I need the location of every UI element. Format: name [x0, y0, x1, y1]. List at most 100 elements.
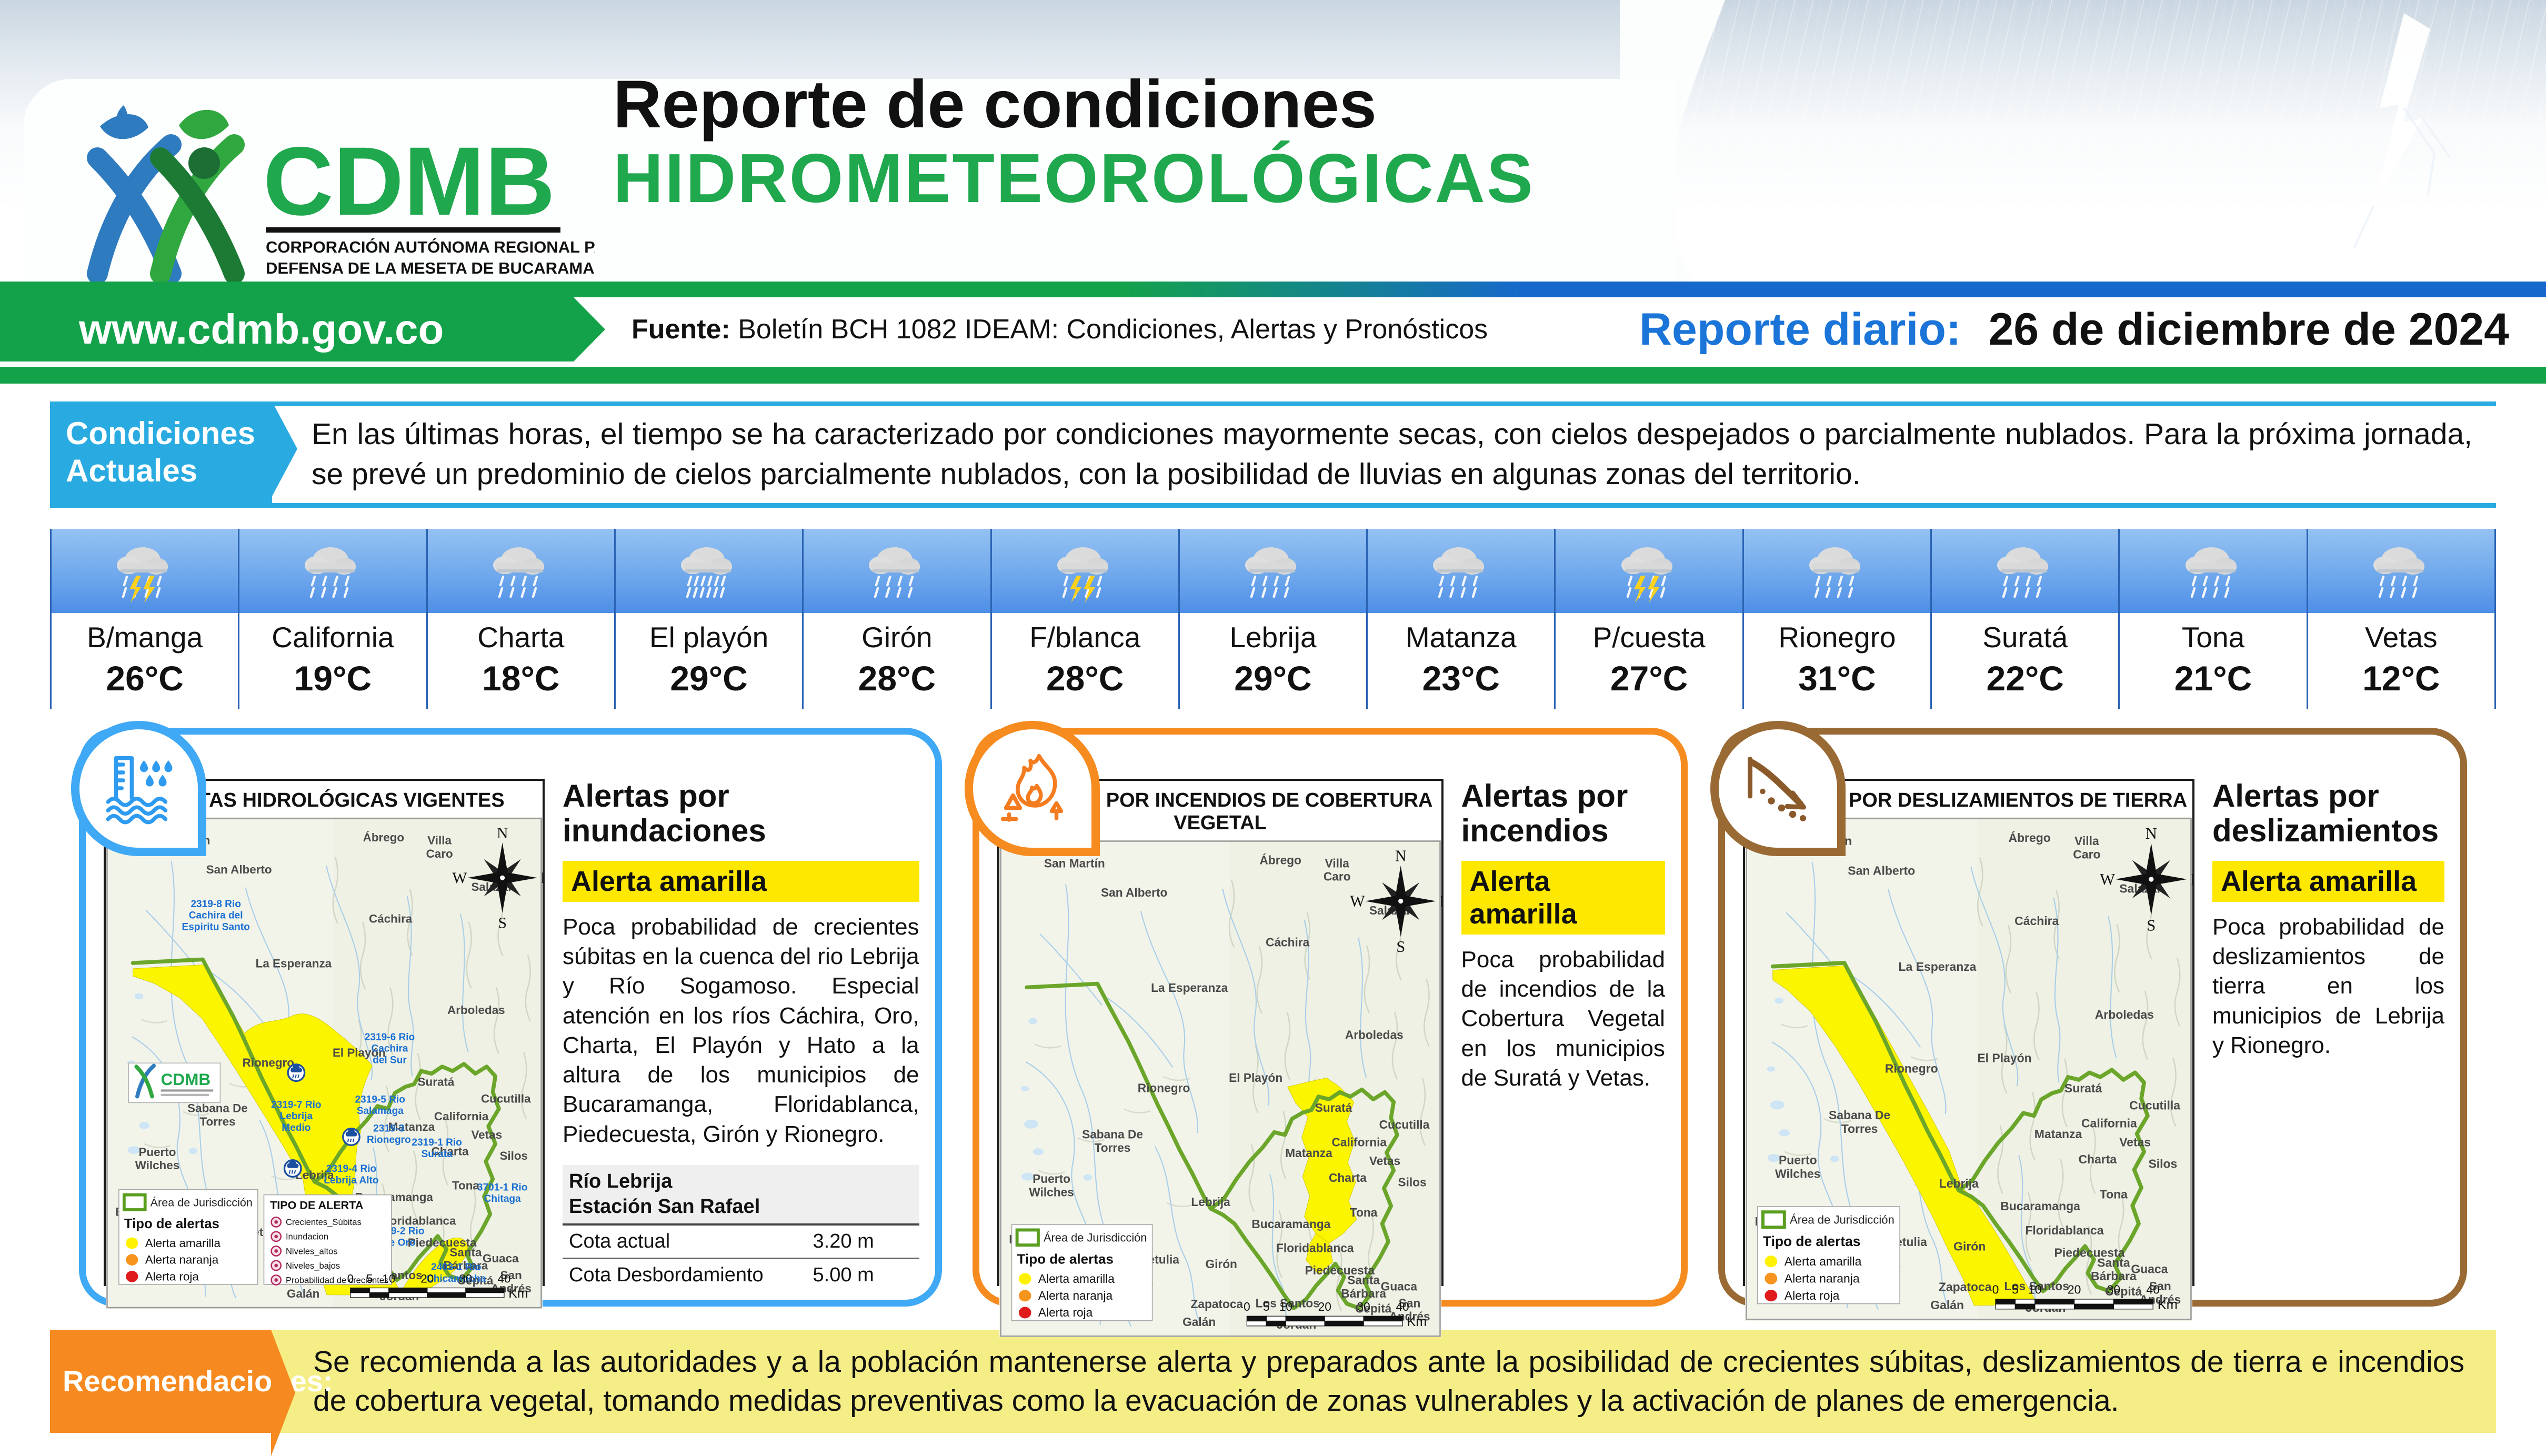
- svg-text:Cepitá: Cepitá: [1355, 1301, 1392, 1315]
- city-name: B/manga: [87, 620, 203, 654]
- city-name: El playón: [649, 620, 769, 654]
- svg-text:Cáchira: Cáchira: [2014, 914, 2059, 928]
- svg-text:Bucaramanga: Bucaramanga: [1251, 1217, 1330, 1231]
- weather-info: Charta 18°C: [427, 612, 614, 709]
- flood-map-card: ALERTAS HIDROLÓGICAS VIGENTES San Martín…: [104, 778, 550, 1309]
- flood-panel-title: Alertas por inundaciones: [563, 778, 766, 848]
- svg-text:California: California: [2081, 1116, 2137, 1130]
- svg-text:Rionegro: Rionegro: [243, 1056, 294, 1069]
- svg-text:20: 20: [2068, 1282, 2081, 1296]
- weather-sky: [2120, 528, 2307, 613]
- weather-info: Tona 21°C: [2120, 612, 2307, 709]
- weather-sky: [1743, 528, 1931, 613]
- svg-text:Tipo de alertas: Tipo de alertas: [124, 1217, 219, 1231]
- weather-sky: [615, 528, 803, 613]
- svg-text:N: N: [497, 825, 508, 842]
- header: CDMB CORPORACIÓN AUTÓNOMA REGIONAL PARA …: [0, 0, 2546, 282]
- svg-text:Guaca: Guaca: [1380, 1279, 1417, 1293]
- weather-info: Suratá 22°C: [1932, 612, 2119, 709]
- website-url[interactable]: www.cdmb.gov.co: [0, 297, 605, 362]
- city-name: Charta: [477, 620, 565, 654]
- svg-text:Charta: Charta: [1329, 1171, 1367, 1184]
- city-name: Rionegro: [1778, 620, 1896, 654]
- daily-report: Reporte diario: 26 de diciembre de 2024: [1639, 304, 2546, 356]
- fire-alert-level: Alerta amarilla: [1461, 860, 1665, 935]
- cdmb-logo-icon: CDMB CORPORACIÓN AUTÓNOMA REGIONAL PARA …: [87, 105, 655, 282]
- report-title-line1: Reporte de condiciones: [613, 67, 1377, 142]
- svg-text:Tona: Tona: [2100, 1187, 2128, 1201]
- svg-text:Matanza: Matanza: [388, 1120, 435, 1133]
- city-name: F/blanca: [1029, 620, 1141, 654]
- svg-text:Niveles_bajos: Niveles_bajos: [286, 1260, 340, 1270]
- svg-text:5: 5: [1263, 1300, 1270, 1313]
- weather-icon-storm: [117, 547, 168, 603]
- weather-icon-rain: [1997, 547, 2049, 598]
- weather-icon-rain: [1245, 547, 1296, 598]
- svg-text:Piedecuesta: Piedecuesta: [408, 1236, 477, 1249]
- svg-text:Alerta roja: Alerta roja: [1038, 1306, 1092, 1319]
- landslide-panel-title: Alertas por deslizamientos: [2212, 778, 2439, 848]
- svg-text:La Esperanza: La Esperanza: [256, 957, 332, 970]
- weather-cell: B/manga 26°C: [52, 528, 240, 709]
- landslide-glyph: [1748, 757, 1807, 822]
- svg-text:40: 40: [497, 1272, 510, 1285]
- flood-alert-body: Poca probabilidad de crecientes súbitas …: [563, 913, 919, 1147]
- weather-info: Vetas 12°C: [2308, 612, 2494, 709]
- weather-info: B/manga 26°C: [52, 612, 238, 709]
- svg-text:Guaca: Guaca: [2131, 1262, 2168, 1276]
- weather-sky: [427, 528, 614, 613]
- weather-icon-storm: [1057, 547, 1108, 603]
- report-title: Reporte de condiciones HIDROMETEOROLÓGIC…: [613, 68, 1535, 216]
- svg-text:Arboledas: Arboledas: [1345, 1028, 1403, 1041]
- svg-text:Lebrija: Lebrija: [1939, 1177, 1979, 1190]
- weather-icon-storm: [1621, 547, 1672, 603]
- svg-text:Charta: Charta: [2078, 1152, 2117, 1166]
- weather-icon-rain: [2373, 547, 2424, 598]
- fire-glyph: [1000, 754, 1064, 822]
- header-card: [24, 79, 1676, 282]
- svg-text:Suratá: Suratá: [418, 1075, 455, 1088]
- svg-text:Vetas: Vetas: [2119, 1135, 2151, 1149]
- svg-text:Rionegro: Rionegro: [1137, 1081, 1190, 1094]
- svg-text:Alerta amarilla: Alerta amarilla: [145, 1236, 221, 1249]
- svg-text:Tipo de alertas: Tipo de alertas: [1017, 1251, 1113, 1267]
- svg-text:Cáchira: Cáchira: [1266, 935, 1310, 949]
- svg-text:Tipo de alertas: Tipo de alertas: [1763, 1233, 1860, 1249]
- city-name: California: [272, 620, 394, 654]
- panel-inundaciones: ALERTAS HIDROLÓGICAS VIGENTES San Martín…: [71, 720, 942, 1309]
- svg-text:Matanza: Matanza: [1285, 1146, 1332, 1159]
- svg-text:0: 0: [1244, 1300, 1250, 1313]
- fire-icon: [964, 720, 1100, 856]
- table-row: Cota Desbordamiento 5.00 m: [563, 1259, 919, 1286]
- svg-text:Los Santos: Los Santos: [1255, 1296, 1319, 1310]
- city-temperature: 29°C: [670, 658, 748, 698]
- svg-text:N: N: [2146, 825, 2157, 842]
- city-name: Matanza: [1405, 620, 1517, 654]
- landslide-alert-level: Alerta amarilla: [2212, 860, 2444, 902]
- svg-text:Probabilidad de crecientes: Probabilidad de crecientes: [286, 1275, 388, 1285]
- weather-cell: Lebrija 29°C: [1179, 528, 1368, 709]
- svg-text:S: S: [498, 914, 507, 931]
- table-row: Cota actual 3.20 m: [563, 1226, 919, 1260]
- svg-text:30: 30: [2107, 1282, 2121, 1296]
- source-label: Fuente:: [632, 314, 730, 345]
- city-name: Vetas: [2365, 620, 2438, 654]
- row-value: 3.20 m: [813, 1230, 874, 1253]
- svg-text:S: S: [1396, 937, 1405, 955]
- weather-icon-rain: [493, 547, 544, 598]
- city-name: Suratá: [1982, 620, 2068, 654]
- svg-text:Floridablanca: Floridablanca: [379, 1214, 456, 1227]
- svg-text:Galán: Galán: [287, 1287, 319, 1300]
- current-conditions-text: En las últimas horas, el tiempo se ha ca…: [272, 401, 2496, 508]
- lightning-icon: [2353, 13, 2451, 248]
- row-label: Cota actual: [569, 1230, 670, 1253]
- svg-text:Cucutilla: Cucutilla: [1379, 1117, 1429, 1131]
- fire-panel-title: Alertas por incendios: [1461, 778, 1628, 848]
